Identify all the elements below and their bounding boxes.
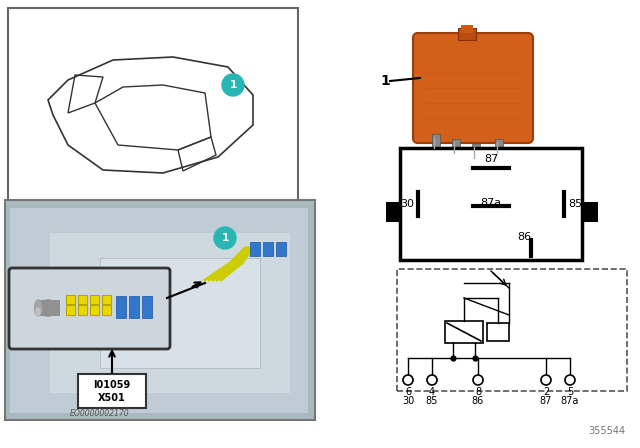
Text: 1: 1: [221, 233, 228, 243]
Circle shape: [473, 375, 483, 385]
Bar: [452, 139, 460, 155]
Bar: [263, 242, 273, 256]
Text: 355544: 355544: [588, 426, 625, 436]
Text: 4: 4: [429, 387, 435, 397]
Ellipse shape: [38, 300, 58, 316]
Text: X501: X501: [98, 393, 126, 403]
Text: 87: 87: [540, 396, 552, 406]
Bar: [100, 258, 260, 368]
Bar: [78, 374, 146, 408]
Text: 87a: 87a: [481, 198, 502, 208]
Bar: [386, 202, 402, 222]
Ellipse shape: [35, 300, 42, 316]
Text: 2: 2: [543, 387, 549, 397]
Bar: [5, 200, 315, 420]
FancyBboxPatch shape: [413, 33, 533, 143]
Circle shape: [403, 375, 413, 385]
FancyBboxPatch shape: [9, 268, 170, 349]
Bar: [78, 295, 87, 304]
Text: 30: 30: [400, 199, 414, 209]
Bar: [495, 139, 503, 155]
Bar: [487, 323, 509, 341]
Text: 87a: 87a: [561, 396, 579, 406]
Bar: [90, 305, 99, 315]
Bar: [142, 296, 152, 318]
Bar: [129, 296, 139, 318]
Bar: [400, 148, 582, 260]
Text: 6: 6: [405, 387, 411, 397]
Text: 85: 85: [426, 396, 438, 406]
Text: 87: 87: [484, 154, 498, 164]
Circle shape: [427, 375, 437, 385]
Bar: [50, 233, 290, 393]
Text: 85: 85: [568, 199, 582, 209]
Bar: [472, 144, 480, 160]
Bar: [78, 305, 87, 315]
Bar: [66, 295, 75, 304]
Bar: [250, 242, 260, 256]
Bar: [8, 8, 298, 203]
Bar: [461, 25, 473, 33]
Bar: [458, 28, 476, 40]
Bar: [445, 321, 483, 343]
Text: 1: 1: [229, 80, 237, 90]
Ellipse shape: [36, 308, 40, 316]
Bar: [102, 295, 111, 304]
Circle shape: [541, 375, 551, 385]
Bar: [276, 242, 286, 256]
Bar: [397, 269, 627, 391]
Bar: [102, 305, 111, 315]
Circle shape: [214, 227, 236, 249]
Bar: [582, 202, 598, 222]
Circle shape: [222, 74, 244, 96]
Bar: [10, 208, 308, 413]
Circle shape: [565, 375, 575, 385]
Text: 30: 30: [402, 396, 414, 406]
Text: 5: 5: [567, 387, 573, 397]
Bar: [116, 296, 126, 318]
Text: 86: 86: [517, 232, 531, 242]
Text: 8: 8: [475, 387, 481, 397]
Text: I01059: I01059: [93, 380, 131, 390]
Text: EO0000002170: EO0000002170: [70, 409, 130, 418]
Bar: [90, 295, 99, 304]
Text: 86: 86: [472, 396, 484, 406]
Bar: [432, 134, 440, 150]
Text: 1: 1: [380, 74, 390, 88]
Bar: [66, 305, 75, 315]
Bar: [38, 300, 60, 316]
